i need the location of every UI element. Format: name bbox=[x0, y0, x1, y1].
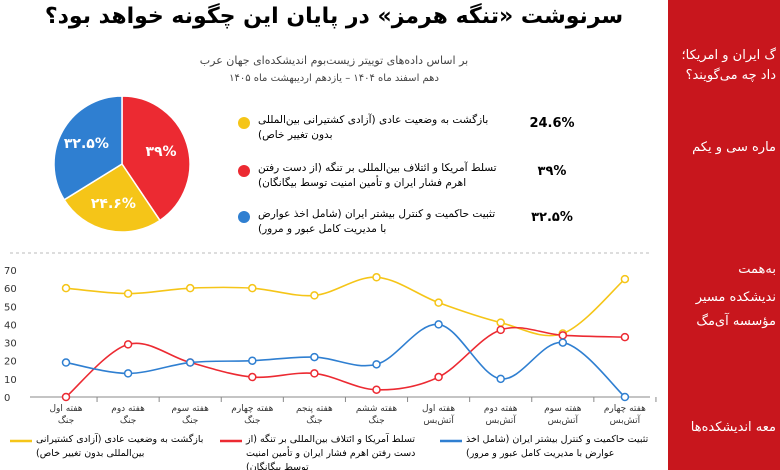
y-tick-label: 60 bbox=[4, 284, 17, 295]
point bbox=[620, 332, 630, 342]
pie-slice bbox=[53, 95, 123, 201]
legend-text: بازگشت به وضعیت عادی (آزادی کشتیرانی بین… bbox=[36, 434, 204, 459]
y-tick-label: 50 bbox=[4, 302, 17, 313]
point bbox=[61, 358, 71, 367]
point bbox=[372, 360, 381, 369]
y-tick-label: 0 bbox=[4, 393, 10, 404]
sidebar-text: ندیشکده مسیر bbox=[695, 290, 776, 305]
x-tick-label: هفته اول آتش‌بس bbox=[422, 404, 455, 426]
sidebar-text: ماره سی و یکم bbox=[692, 140, 776, 155]
point bbox=[61, 283, 71, 293]
point bbox=[248, 372, 257, 382]
pie-label: ۲۴.۶% bbox=[91, 196, 136, 212]
point bbox=[123, 340, 133, 349]
point bbox=[496, 318, 505, 327]
point bbox=[185, 283, 195, 293]
point bbox=[248, 356, 257, 365]
point bbox=[434, 320, 443, 329]
pie-slice bbox=[121, 95, 191, 222]
point bbox=[123, 369, 133, 378]
point bbox=[558, 338, 568, 347]
point bbox=[496, 325, 505, 335]
legend-text: تسلط آمریکا و ائتلاف بین‌المللی بر تنگه … bbox=[258, 162, 497, 189]
point bbox=[372, 385, 381, 394]
legend-value: ۳۹% bbox=[538, 164, 567, 179]
point bbox=[620, 392, 630, 402]
x-tick-label: هفته پنجم جنگ bbox=[296, 404, 333, 426]
sidebar-text: مؤسسه آی‌مگ bbox=[696, 314, 776, 329]
x-tick-label: هفته چهارم جنگ bbox=[231, 404, 273, 426]
point bbox=[558, 331, 568, 340]
series-line bbox=[65, 276, 626, 337]
subtitle: بر اساس داده‌های توییتر زیست‌بوم اندیشکد… bbox=[199, 54, 469, 67]
point bbox=[372, 273, 381, 282]
x-tick-label: هفته ششم جنگ bbox=[356, 404, 398, 426]
point bbox=[434, 298, 443, 307]
sidebar-text: گ ایران و امریکا؛ bbox=[681, 48, 776, 63]
legend-text: بازگشت به وضعیت عادی (آزادی کشتیرانی بین… bbox=[258, 114, 489, 141]
legend-value: 24.6% bbox=[529, 116, 574, 131]
x-tick-label: هفته چهارم آتش‌بس bbox=[604, 404, 646, 426]
sidebar-text: معه اندیشکده‌ها bbox=[690, 420, 776, 435]
legend-dot bbox=[238, 165, 250, 177]
legend-dot bbox=[238, 211, 250, 223]
legend-dot bbox=[238, 117, 250, 129]
date: دهم اسفند ماه ۱۴۰۴ – یازدهم اردیبهشت ماه… bbox=[229, 73, 439, 84]
title: سرنوشت «تنگه هرمز» در پایان این چگونه خو… bbox=[44, 4, 624, 29]
point bbox=[434, 372, 443, 382]
legend-text: تثبیت حاکمیت و کنترل بیشتر ایران (شامل ا… bbox=[466, 434, 649, 459]
point bbox=[496, 374, 505, 384]
point bbox=[185, 358, 195, 367]
series-line bbox=[65, 326, 625, 398]
point bbox=[248, 283, 257, 293]
x-tick-label: هفته دوم جنگ bbox=[111, 404, 145, 426]
point bbox=[310, 291, 319, 300]
legend-text: تثبیت حاکمیت و کنترل بیشتر ایران (شامل ا… bbox=[258, 208, 496, 235]
pie-label: ۳۲.۵% bbox=[64, 136, 109, 152]
pie-slice bbox=[63, 162, 161, 233]
y-tick-label: 10 bbox=[4, 375, 17, 386]
point bbox=[310, 352, 319, 362]
y-tick-label: 70 bbox=[4, 266, 17, 277]
point bbox=[123, 289, 133, 298]
point bbox=[310, 369, 319, 378]
x-tick-label: هفته سوم جنگ bbox=[171, 404, 209, 426]
y-tick-label: 20 bbox=[4, 357, 17, 368]
y-tick-label: 40 bbox=[4, 320, 17, 331]
legend-text: تسلط آمریکا و ائتلاف بین‌المللی بر تنگه … bbox=[246, 434, 416, 470]
point bbox=[61, 392, 71, 402]
sidebar-bg bbox=[668, 0, 780, 470]
sidebar-text: به‌همت bbox=[738, 262, 776, 277]
point bbox=[620, 274, 630, 284]
sidebar-text: داد چه می‌گویند؟ bbox=[685, 68, 776, 83]
x-tick-label: هفته دوم آتش‌بس bbox=[484, 404, 518, 426]
pie-label: ۳۹% bbox=[145, 144, 176, 160]
x-tick-label: هفته اول جنگ bbox=[49, 404, 82, 426]
legend-value: ۳۲.۵% bbox=[531, 210, 573, 225]
y-tick-label: 30 bbox=[4, 339, 17, 350]
x-tick-label: هفته سوم آتش‌بس bbox=[544, 404, 582, 426]
